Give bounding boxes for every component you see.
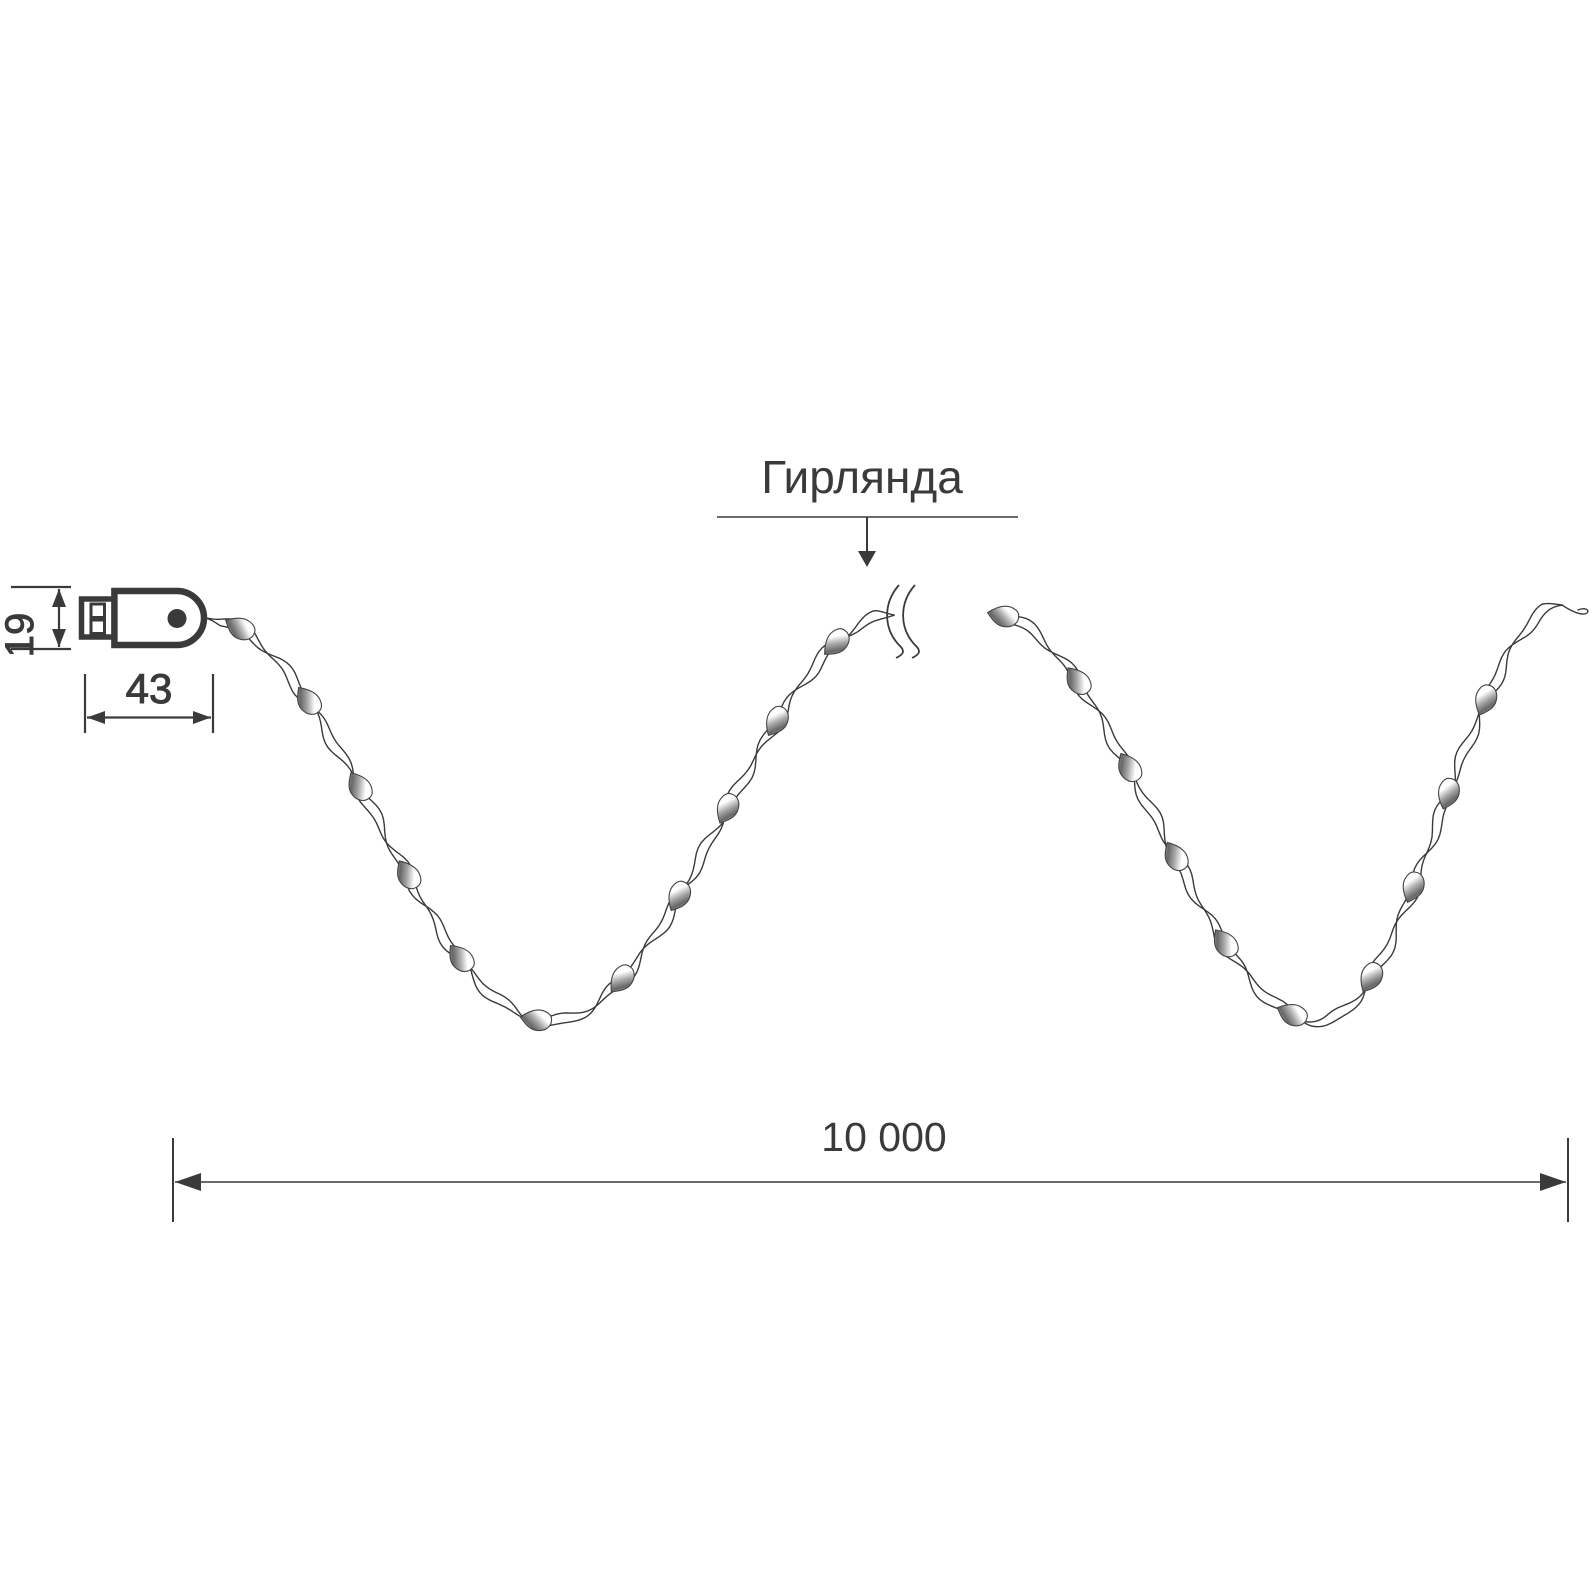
svg-text:19: 19	[0, 613, 42, 658]
svg-text:43: 43	[126, 665, 173, 712]
svg-text:10 000: 10 000	[821, 1114, 946, 1160]
svg-text:Гирлянда: Гирлянда	[761, 451, 963, 503]
